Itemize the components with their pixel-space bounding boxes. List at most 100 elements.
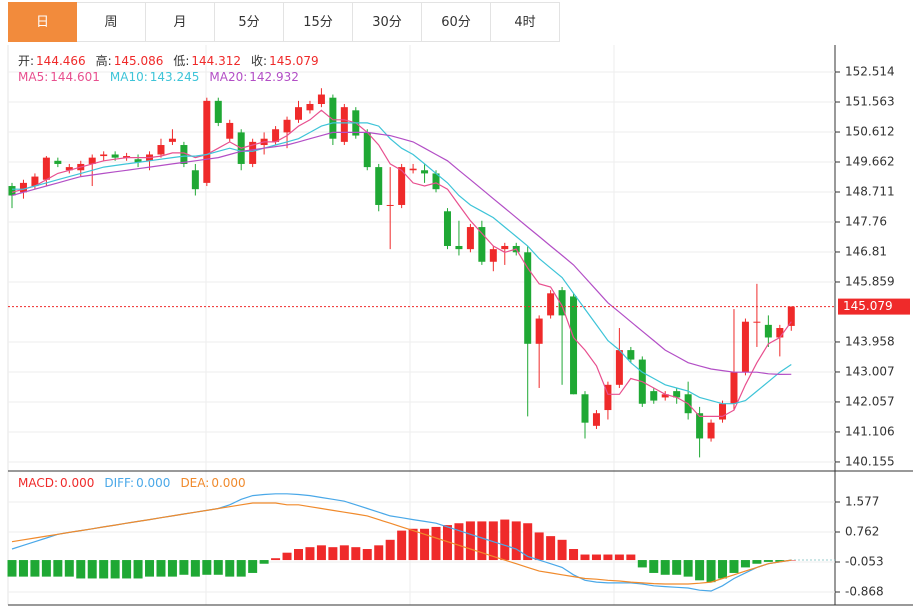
macd-bar	[660, 560, 670, 575]
y-tick-label: 141.106	[845, 424, 895, 438]
legend-value: 144.601	[50, 70, 100, 84]
last-price-box	[838, 298, 910, 315]
macd-bar	[637, 560, 647, 568]
macd-bar	[534, 532, 544, 561]
period-tab[interactable]: 周	[77, 2, 146, 42]
candle-body	[191, 170, 199, 190]
period-tab[interactable]: 30分	[353, 2, 422, 42]
period-tab[interactable]: 4时	[491, 2, 560, 42]
ma-line	[11, 109, 792, 417]
macd-bar	[305, 547, 315, 561]
candle-body	[741, 321, 749, 373]
period-tab[interactable]: 5分	[215, 2, 284, 42]
y-tick-label: 145.859	[845, 274, 895, 288]
legend-value: 143.245	[149, 70, 200, 84]
macd-bar	[53, 560, 63, 577]
candle-body	[168, 138, 176, 142]
macd-bar	[190, 560, 200, 577]
candle-body	[627, 350, 635, 360]
candle-body	[123, 156, 131, 158]
candle-body	[524, 252, 532, 344]
macd-bar	[236, 560, 246, 577]
candle-body	[696, 413, 704, 439]
candle-body	[547, 293, 555, 316]
macd-bar	[374, 545, 384, 561]
candle-body	[753, 321, 761, 323]
legend-name: MA5:	[18, 70, 49, 84]
macd-bar	[442, 525, 452, 561]
macd-bar	[133, 560, 143, 579]
macd-bar	[488, 521, 498, 561]
macd-bar	[110, 560, 120, 579]
period-tab[interactable]: 60分	[422, 2, 491, 42]
candle-body	[295, 107, 302, 120]
candle-body	[421, 170, 429, 174]
macd-bar	[614, 554, 624, 561]
candle-body	[673, 391, 681, 398]
y-tick-label: -0.053	[845, 555, 884, 569]
macd-bar	[99, 560, 109, 579]
macd-bar	[672, 560, 682, 575]
macd-bar	[580, 554, 590, 561]
macd-bar	[763, 560, 773, 562]
candle-body	[604, 384, 612, 411]
candle-body	[776, 328, 784, 338]
candle-body	[535, 318, 543, 344]
period-tab[interactable]: 15分	[284, 2, 353, 42]
candle-body	[340, 107, 348, 142]
legend-name: MACD:	[18, 476, 59, 490]
macd-bar	[649, 560, 659, 573]
macd-bar	[202, 560, 212, 575]
candle-body	[306, 104, 314, 111]
macd-bar	[294, 549, 303, 561]
info-value: 144.312	[191, 54, 242, 68]
period-tab[interactable]: 日	[8, 2, 77, 42]
macd-bar	[339, 545, 349, 561]
legend-name: DIFF:	[104, 476, 135, 490]
info-value: 145.086	[113, 54, 164, 68]
candle-body	[730, 372, 738, 404]
macd-bar	[179, 560, 189, 575]
macd-bar	[718, 560, 728, 579]
macd-bar	[408, 528, 418, 561]
macd-bar	[695, 560, 705, 581]
macd-bar	[706, 560, 716, 583]
candle-body	[455, 245, 463, 250]
macd-bar	[454, 523, 464, 561]
info-value: 145.079	[269, 54, 319, 68]
macd-legend: MACD: 0.000 DIFF: 0.000 DEA: 0.000	[18, 476, 256, 490]
candle-body	[329, 97, 337, 139]
macd-bar	[167, 560, 177, 577]
period-tab[interactable]: 月	[146, 2, 215, 42]
legend-value: 0.000	[60, 476, 95, 490]
candle-body	[363, 132, 371, 168]
macd-bar	[477, 521, 487, 561]
y-tick-label: 151.563	[845, 95, 895, 109]
candle-body	[19, 182, 27, 193]
candle-body	[180, 145, 188, 164]
ma-line	[12, 122, 792, 405]
macd-bar	[626, 554, 636, 561]
candle-body	[443, 211, 451, 246]
macd-bar	[30, 560, 40, 577]
macd-bar	[775, 560, 785, 562]
macd-bar	[603, 554, 613, 561]
macd-bar	[523, 523, 533, 561]
macd-bar	[362, 549, 372, 561]
candle-body	[283, 119, 291, 133]
y-tick-label: 142.057	[845, 394, 895, 408]
y-tick-label: 149.662	[845, 154, 895, 168]
ma-legend: MA5: 144.601 MA10: 143.245 MA20: 142.932	[18, 70, 309, 84]
macd-bar	[397, 530, 407, 561]
macd-bar	[259, 560, 269, 564]
macd-bar	[511, 521, 521, 561]
candle-body	[272, 129, 280, 142]
macd-bar	[752, 560, 762, 564]
macd-bar	[87, 560, 97, 579]
macd-bar	[557, 539, 567, 561]
candle-body	[88, 157, 96, 164]
candle-body	[42, 157, 50, 180]
macd-bar	[328, 547, 338, 561]
macd-bar	[729, 560, 739, 573]
